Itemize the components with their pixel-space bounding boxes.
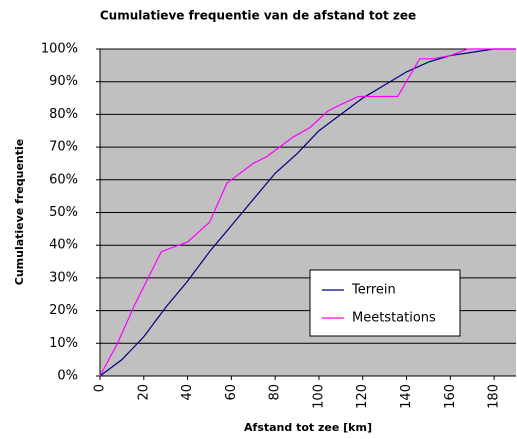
legend: Terrein Meetstations	[309, 269, 461, 337]
x-tick-label: 120	[355, 384, 370, 409]
x-tick-label: 100	[311, 384, 326, 409]
x-tick-label: 60	[224, 384, 239, 401]
x-tick-label: 20	[136, 384, 151, 401]
y-tick-label: 40%	[49, 238, 78, 253]
x-tick-label: 180	[487, 384, 502, 409]
x-tick-label: 40	[180, 384, 195, 401]
x-tick-label: 160	[443, 384, 458, 409]
y-tick-label: 10%	[49, 336, 78, 351]
x-tick-label: 140	[399, 384, 414, 409]
legend-label: Terrein	[351, 283, 396, 298]
legend-box	[309, 269, 461, 337]
x-tick-label: 0	[93, 384, 108, 392]
y-tick-label: 0%	[57, 369, 78, 384]
y-axis-label: Cumulatieve frequentie	[13, 139, 26, 286]
series-line	[99, 48, 516, 377]
y-tick-label: 70%	[49, 140, 78, 155]
y-tick-label: 100%	[41, 42, 78, 57]
x-tick-label: 80	[268, 384, 283, 401]
y-tick-label: 50%	[49, 205, 78, 220]
y-tick-label: 30%	[49, 270, 78, 285]
y-tick-label: 90%	[49, 74, 78, 89]
legend-label: Meetstations	[352, 311, 436, 326]
y-tick-label: 20%	[49, 303, 78, 318]
y-tick-label: 80%	[49, 107, 78, 122]
chart-title: Cumulatieve frequentie van de afstand to…	[100, 9, 416, 23]
y-tick-label: 60%	[49, 172, 78, 187]
x-axis-label: Afstand tot zee [km]	[244, 421, 372, 434]
